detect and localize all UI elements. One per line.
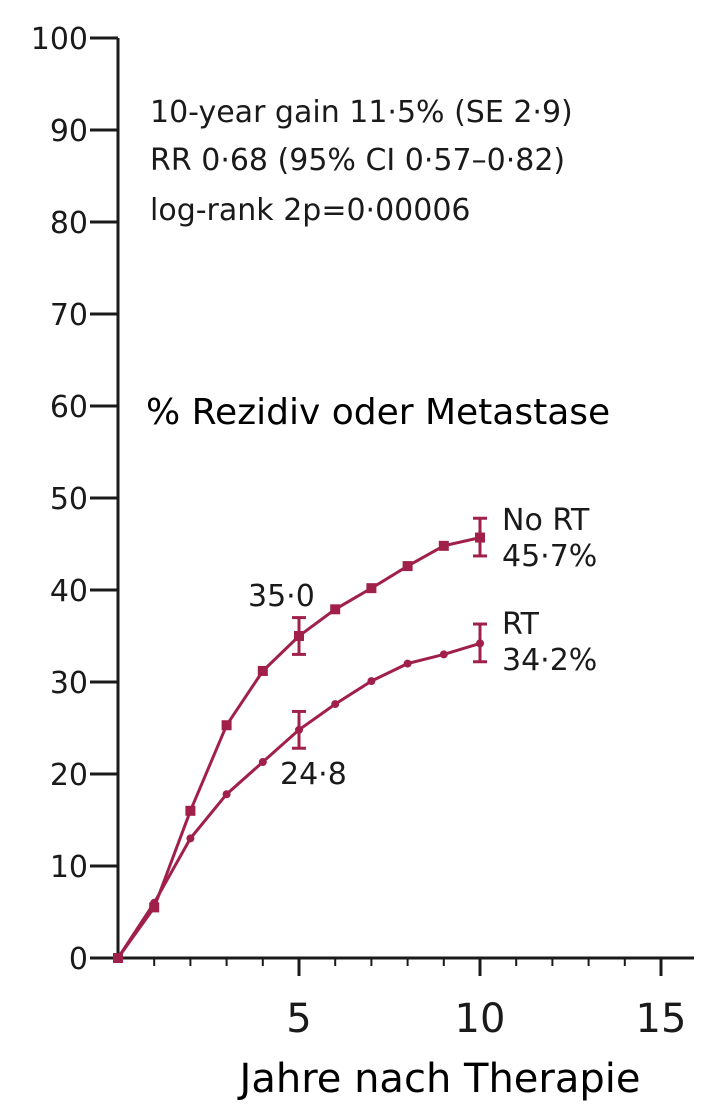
y-tick-label: 20 [50, 758, 88, 793]
no-rt-end-value: 45·7% [502, 539, 597, 574]
no-rt-point [149, 902, 160, 913]
no-rt-point [366, 583, 377, 594]
rt-point [367, 677, 376, 686]
rt-point [403, 659, 412, 668]
rt-series-name: RT [502, 607, 540, 642]
rt-point [114, 954, 122, 962]
rt-5yr-label: 24·8 [280, 757, 347, 792]
stats-gain-text: 10-year gain 11·5% (SE 2·9) [150, 95, 573, 130]
no-rt-point [257, 665, 268, 676]
y-tick-label: 0 [69, 942, 88, 977]
rt-point [258, 758, 267, 767]
y-tick-label: 40 [50, 574, 88, 609]
no-rt-series-name: No RT [502, 503, 590, 538]
y-tick-label: 100 [31, 22, 88, 57]
y-ticks: 0 10 20 30 40 50 60 70 80 90 100 [31, 22, 118, 977]
rt-point [186, 834, 195, 843]
no-rt-point [402, 561, 413, 572]
x-ticks: 5 10 15 [153, 958, 687, 1042]
no-rt-point [185, 805, 196, 816]
stats-logrank-text: log-rank 2p=0·00006 [150, 193, 471, 228]
y-tick-label: 70 [50, 298, 88, 333]
rt-line [116, 641, 481, 959]
x-tick-label: 15 [636, 996, 687, 1042]
x-tick-label: 10 [455, 996, 506, 1042]
y-tick-label: 80 [50, 206, 88, 241]
y-description-text: % Rezidiv oder Metastase [146, 392, 610, 433]
stats-rr-text: RR 0·68 (95% CI 0·57–0·82) [150, 143, 565, 178]
y-tick-label: 90 [50, 114, 88, 149]
x-tick-label: 5 [286, 996, 311, 1042]
no-rt-point [438, 540, 449, 551]
rt-point [222, 790, 231, 799]
no-rt-point [221, 720, 232, 731]
rt-point [439, 650, 448, 659]
no-rt-5yr-label: 35·0 [248, 579, 315, 614]
series-layer [113, 516, 487, 963]
rt-point [331, 700, 340, 709]
y-tick-label: 10 [50, 850, 88, 885]
rt-point [150, 898, 159, 907]
x-axis-label: Jahre nach Therapie [237, 1056, 641, 1102]
y-tick-label: 30 [50, 666, 88, 701]
rt-end-value: 34·2% [502, 643, 597, 678]
y-tick-label: 50 [50, 482, 88, 517]
no-rt-point [330, 604, 341, 615]
y-tick-label: 60 [50, 390, 88, 425]
